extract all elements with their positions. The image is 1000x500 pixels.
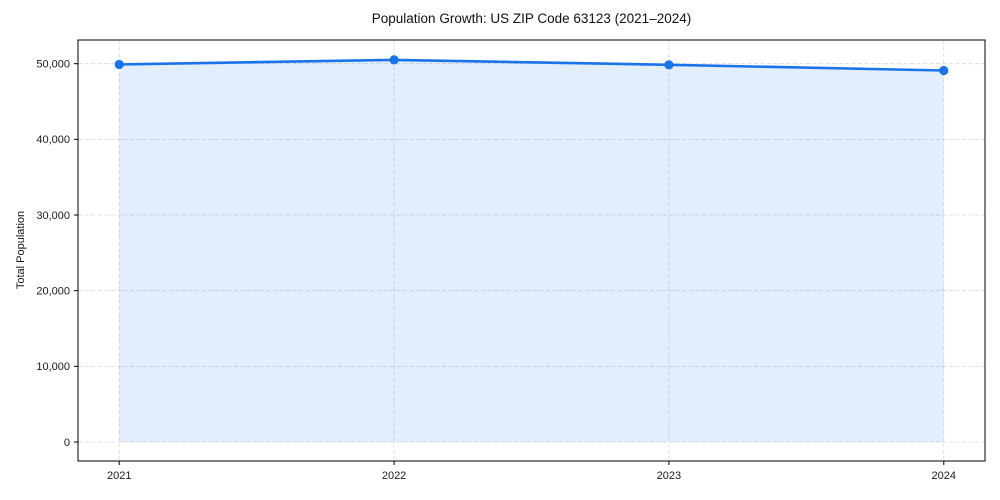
x-tick-label: 2023 xyxy=(657,470,681,482)
x-tick-label: 2022 xyxy=(382,470,406,482)
series-area-fill xyxy=(119,59,944,443)
data-point-marker xyxy=(664,60,674,70)
y-tick-label: 20,000 xyxy=(36,285,70,297)
y-axis-label: Total Population xyxy=(15,210,27,290)
x-tick-label: 2021 xyxy=(107,470,131,482)
y-tick-label: 10,000 xyxy=(36,361,70,373)
y-tick-label: 50,000 xyxy=(36,58,70,70)
chart-title: Population Growth: US ZIP Code 63123 (20… xyxy=(371,11,692,26)
data-point-marker xyxy=(114,59,124,70)
y-tick-label: 30,000 xyxy=(36,210,70,222)
data-point-marker xyxy=(389,55,399,65)
data-point-marker xyxy=(939,65,949,76)
series-line xyxy=(117,58,946,72)
plot-border xyxy=(77,39,986,462)
x-tick-label: 2024 xyxy=(932,470,956,482)
y-tick-label: 40,000 xyxy=(36,134,70,146)
y-tick-label: 0 xyxy=(64,437,70,449)
